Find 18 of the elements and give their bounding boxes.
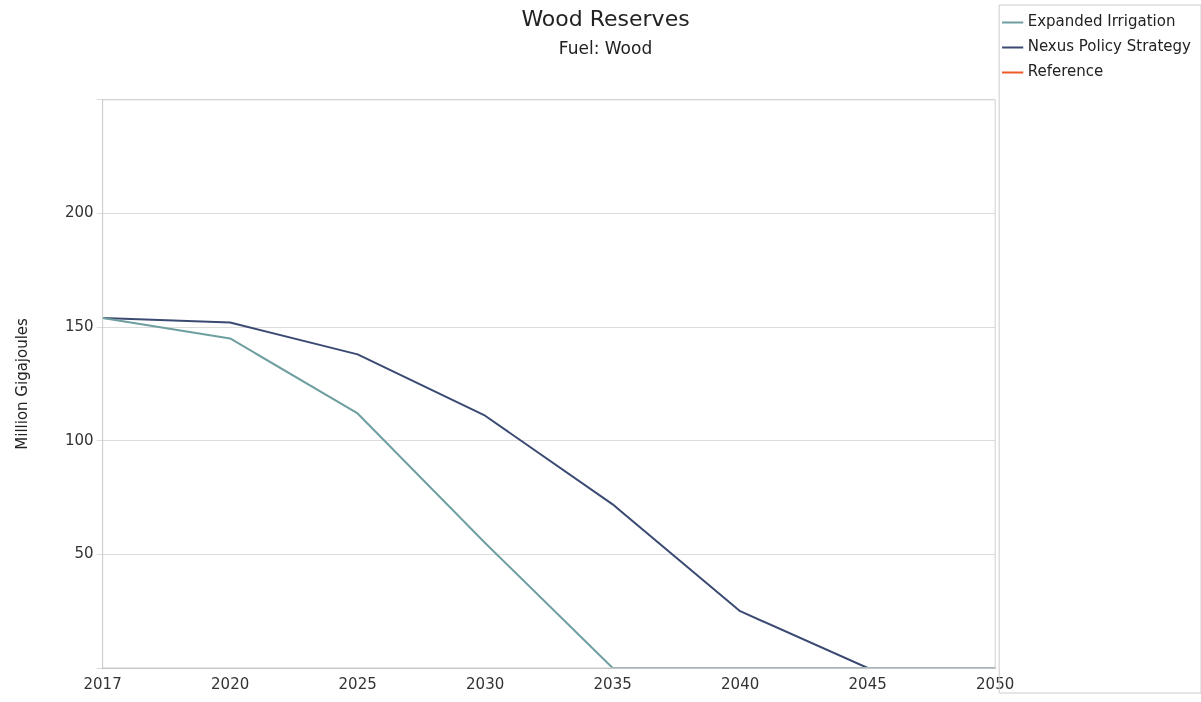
x-tick-label: 2020 <box>211 674 250 693</box>
legend-label: Nexus Policy Strategy <box>1027 37 1192 56</box>
x-tick-label: 2050 <box>976 674 1015 693</box>
legend-label: Expanded Irrigation <box>1027 12 1176 31</box>
x-tick-label: 2030 <box>466 674 505 693</box>
x-tick-label: 2035 <box>593 674 632 693</box>
y-tick-label: 200 <box>64 203 94 222</box>
legend-label: Reference <box>1027 62 1104 81</box>
x-tick-label: 2045 <box>848 674 887 693</box>
x-tick-label: 2040 <box>721 674 760 693</box>
chart-title: Wood Reserves <box>521 5 690 31</box>
x-tick-label: 2025 <box>338 674 377 693</box>
y-tick-label: 50 <box>74 544 94 563</box>
chart-subtitle: Fuel: Wood <box>558 38 653 59</box>
y-tick-label: 150 <box>64 316 94 335</box>
y-tick-label: 100 <box>64 430 94 449</box>
y-axis-title: Million Gigajoules <box>12 317 31 450</box>
x-tick-label: 2017 <box>83 674 122 693</box>
